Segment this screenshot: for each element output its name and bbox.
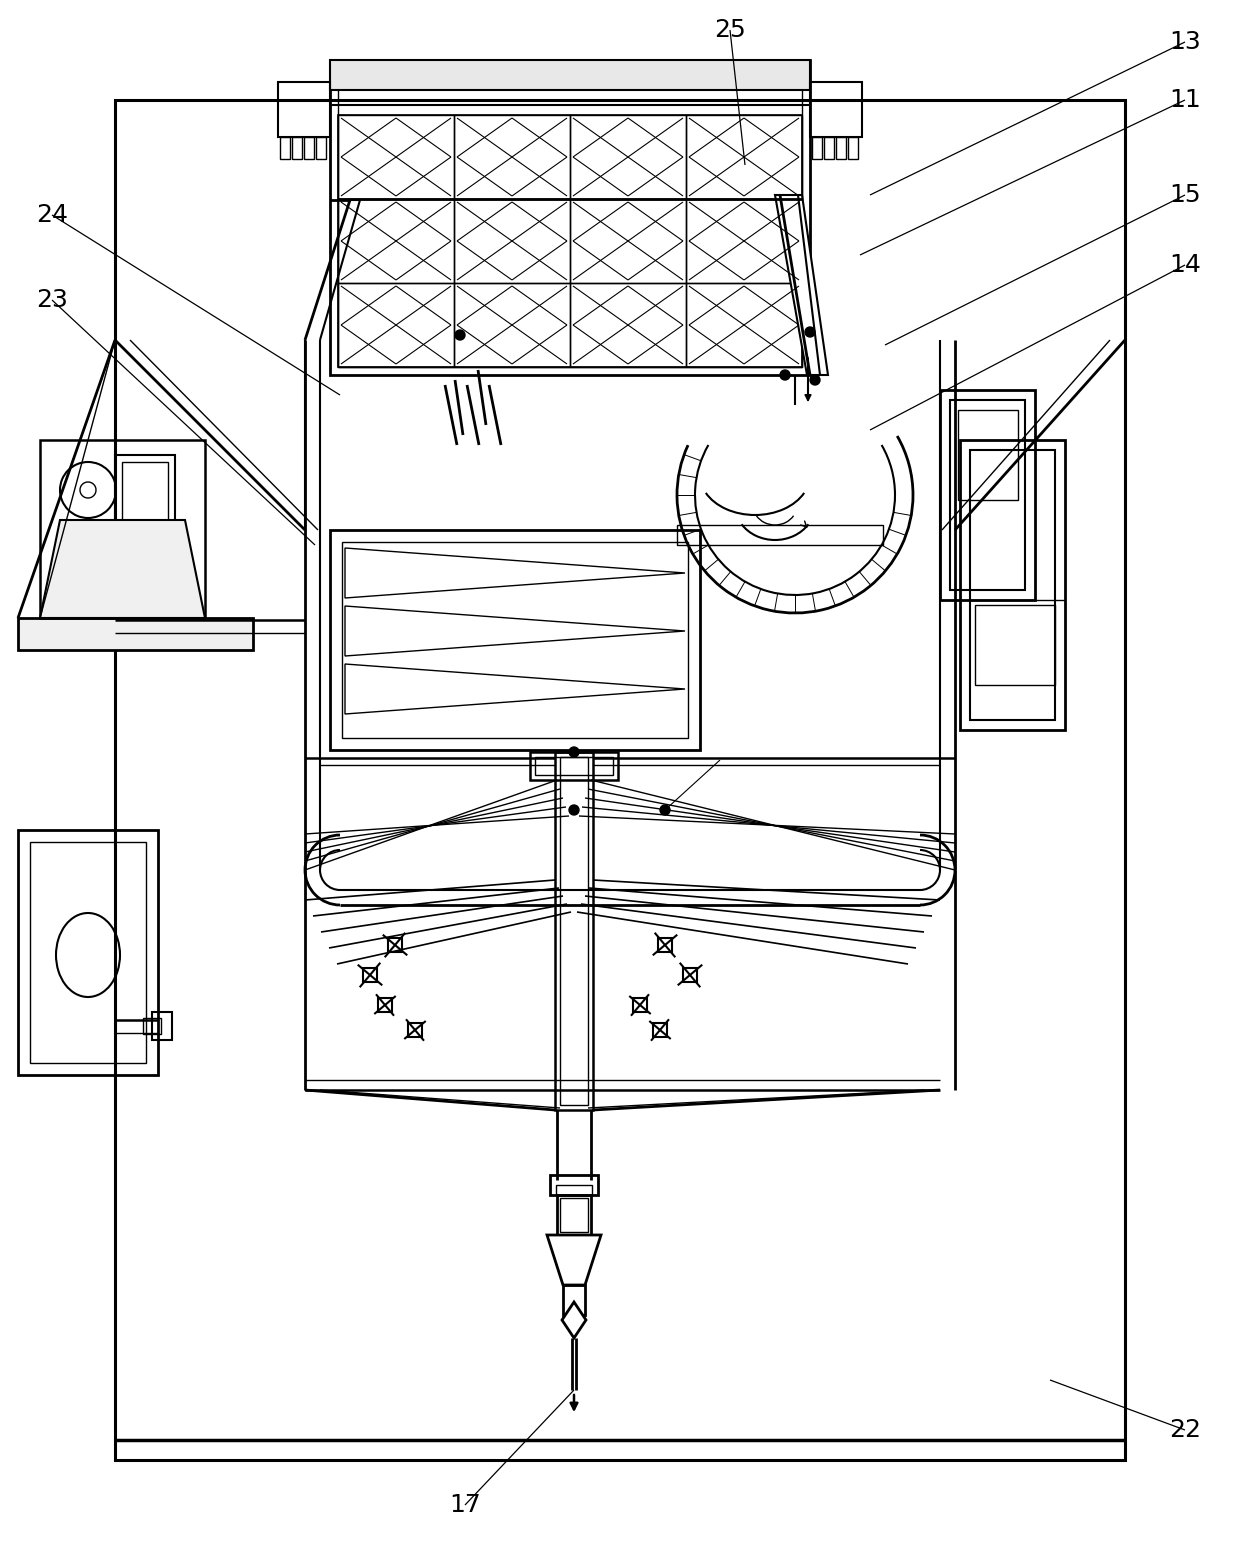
Polygon shape	[345, 605, 684, 656]
Bar	[388, 939, 402, 953]
Bar	[339, 199, 454, 283]
Bar	[19, 618, 253, 650]
Text: 15: 15	[1169, 184, 1200, 207]
Polygon shape	[40, 520, 205, 618]
Polygon shape	[345, 664, 684, 713]
Bar	[975, 605, 1055, 686]
Bar	[19, 831, 157, 1075]
Text: 23: 23	[36, 289, 68, 312]
Bar	[529, 752, 618, 780]
Bar	[378, 997, 392, 1011]
Bar	[330, 60, 810, 375]
Bar	[454, 199, 570, 283]
Bar	[686, 283, 802, 367]
Bar	[278, 82, 330, 137]
Text: 11: 11	[1169, 88, 1200, 113]
Bar	[408, 1024, 422, 1038]
Bar	[304, 137, 314, 159]
Bar	[556, 1184, 591, 1195]
Bar	[557, 1195, 591, 1235]
Circle shape	[455, 330, 465, 340]
Circle shape	[805, 327, 815, 337]
Bar	[959, 411, 1018, 500]
Bar	[570, 283, 686, 367]
Bar	[291, 137, 303, 159]
Bar	[556, 752, 593, 1110]
Bar	[848, 137, 858, 159]
Bar	[339, 114, 802, 367]
Bar	[810, 82, 862, 137]
Text: 22: 22	[1169, 1417, 1202, 1442]
Bar	[534, 757, 613, 775]
Bar	[40, 440, 205, 618]
Bar	[280, 137, 290, 159]
Bar	[632, 997, 647, 1011]
Polygon shape	[562, 1302, 587, 1339]
Bar	[658, 939, 672, 953]
Circle shape	[569, 804, 579, 815]
Bar	[570, 199, 686, 283]
Circle shape	[660, 804, 670, 815]
Bar	[960, 440, 1065, 730]
Bar	[339, 283, 454, 367]
Bar	[342, 542, 688, 738]
Circle shape	[780, 371, 790, 380]
Circle shape	[569, 747, 579, 757]
Bar	[686, 114, 802, 199]
Bar	[143, 1017, 161, 1034]
Bar	[115, 455, 175, 545]
Bar	[316, 137, 326, 159]
Bar	[115, 100, 1125, 1461]
Bar	[339, 68, 802, 367]
Bar	[950, 400, 1025, 590]
Bar	[825, 137, 835, 159]
Bar	[153, 1011, 172, 1041]
Text: 14: 14	[1169, 253, 1200, 276]
Bar	[812, 137, 822, 159]
Bar	[551, 1175, 598, 1195]
Bar	[30, 841, 146, 1062]
Bar	[970, 449, 1055, 720]
Bar	[683, 968, 697, 982]
Bar	[940, 391, 1035, 601]
Bar	[330, 60, 810, 90]
Bar	[563, 1285, 585, 1315]
Bar	[570, 114, 686, 199]
Bar	[836, 137, 846, 159]
Bar	[122, 462, 167, 537]
Polygon shape	[345, 548, 684, 598]
Circle shape	[810, 375, 820, 384]
Bar	[363, 968, 377, 982]
Bar	[560, 757, 588, 1106]
Polygon shape	[547, 1235, 601, 1285]
Text: 24: 24	[36, 202, 68, 227]
Bar	[454, 114, 570, 199]
Bar	[330, 530, 701, 750]
Text: 13: 13	[1169, 29, 1200, 54]
Text: 25: 25	[714, 19, 746, 42]
Bar	[560, 1198, 588, 1232]
Bar	[339, 114, 454, 199]
Text: 17: 17	[449, 1493, 481, 1518]
Bar	[686, 199, 802, 283]
Bar	[454, 283, 570, 367]
Bar	[653, 1024, 667, 1038]
Polygon shape	[775, 195, 828, 375]
